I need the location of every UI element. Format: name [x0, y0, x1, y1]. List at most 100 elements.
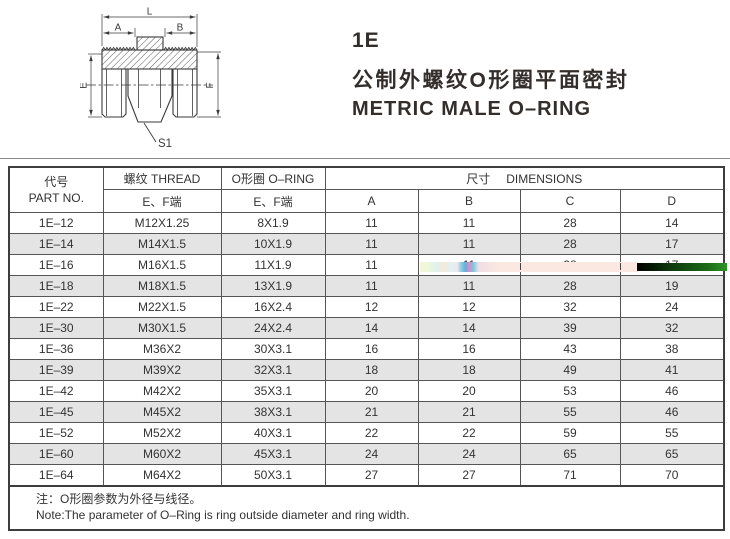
cell-part-no: 1E–60 [9, 443, 104, 465]
cell-oring: 13X1.9 [220, 275, 326, 297]
cell-thread: M30X1.5 [102, 317, 222, 339]
cell-part-no: 1E–30 [9, 317, 104, 339]
cell-thread: M22X1.5 [102, 296, 222, 318]
glitch-border-tick [520, 263, 521, 270]
dim-label-A: A [115, 23, 122, 34]
cell-dim-c: 28 [519, 275, 621, 297]
header-part-no-en: PART NO. [28, 191, 84, 205]
table-row: 1E–39 M39X2 32X3.1 18 18 49 41 [9, 359, 724, 381]
cell-dim-c: 39 [519, 317, 621, 339]
cell-dim-c: 28 [519, 233, 621, 255]
cell-dim-c: 43 [519, 338, 621, 360]
note-box: 注：O形圈参数为外径与线径。 Note:The parameter of O–R… [10, 485, 723, 529]
cell-dim-d: 24 [619, 296, 724, 318]
cell-part-no: 1E–14 [9, 233, 104, 255]
cell-thread: M36X2 [102, 338, 222, 360]
table-row: 1E–52 M52X2 40X3.1 22 22 59 55 [9, 422, 724, 444]
cell-dim-a: 14 [324, 317, 419, 339]
cell-dim-c: 53 [519, 380, 621, 402]
note-line-zh: 注：O形圈参数为外径与线径。 [36, 492, 202, 506]
cell-dim-b: 18 [417, 359, 521, 381]
flange-section [101, 49, 198, 70]
cell-dim-b: 11 [417, 233, 521, 255]
header-dim-d: D [619, 189, 724, 213]
cell-dim-a: 12 [324, 296, 419, 318]
cell-dim-c: 28 [519, 212, 621, 234]
spec-table: 代号 PART NO. 螺纹 THREAD O形圈 O–RING 尺寸 DIMEN… [9, 167, 724, 486]
thread-serration-left [101, 46, 136, 51]
table-row: 1E–30 M30X1.5 24X2.4 14 14 39 32 [9, 317, 724, 339]
cell-dim-d: 65 [619, 443, 724, 465]
header-oring: O形圈 O–RING [220, 167, 326, 190]
cell-oring: 30X3.1 [220, 338, 326, 360]
glitch-artifact-band [420, 262, 638, 272]
cell-dim-b: 11 [417, 212, 521, 234]
cell-dim-a: 27 [324, 464, 419, 486]
cell-dim-d: 55 [619, 422, 724, 444]
cell-oring: 10X1.9 [220, 233, 326, 255]
glitch-border-tick [620, 263, 621, 270]
cell-dim-d: 41 [619, 359, 724, 381]
cell-thread: M42X2 [102, 380, 222, 402]
title-block: 1E 公制外螺纹O形圈平面密封 METRIC MALE O–RING [352, 29, 630, 121]
table-row: 1E–12 M12X1.25 8X1.9 11 11 28 14 [9, 212, 724, 234]
cell-dim-d: 19 [619, 275, 724, 297]
cell-oring: 8X1.9 [220, 212, 326, 234]
cell-dim-a: 22 [324, 422, 419, 444]
table-row: 1E–60 M60X2 45X3.1 24 24 65 65 [9, 443, 724, 465]
stud-right [172, 69, 198, 118]
cell-thread: M12X1.25 [102, 212, 222, 234]
header-dimensions-en: DIMENSIONS [506, 172, 583, 186]
note-line-en: Note:The parameter of O–Ring is ring out… [36, 508, 410, 522]
cell-oring: 32X3.1 [220, 359, 326, 381]
cell-dim-c: 65 [519, 443, 621, 465]
cell-thread: M16X1.5 [102, 254, 222, 276]
cell-dim-a: 11 [324, 275, 419, 297]
dim-label-L: L [147, 7, 153, 18]
cell-dim-d: 32 [619, 317, 724, 339]
cell-oring: 50X3.1 [220, 464, 326, 486]
cell-dim-b: 24 [417, 443, 521, 465]
cell-part-no: 1E–52 [9, 422, 104, 444]
glitch-artifact-green-bar [637, 263, 727, 271]
header-dim-a: A [324, 189, 419, 213]
cell-dim-a: 11 [324, 254, 419, 276]
cell-oring: 11X1.9 [220, 254, 326, 276]
cell-thread: M60X2 [102, 443, 222, 465]
table-row: 1E–36 M36X2 30X3.1 16 16 43 38 [9, 338, 724, 360]
cell-dim-b: 14 [417, 317, 521, 339]
cell-thread: M18X1.5 [102, 275, 222, 297]
cell-dim-b: 22 [417, 422, 521, 444]
cell-dim-b: 12 [417, 296, 521, 318]
series-code: 1E [352, 29, 380, 52]
cell-thread: M39X2 [102, 359, 222, 381]
header-dimensions-zh: 尺寸 [466, 172, 491, 186]
cell-dim-b: 20 [417, 380, 521, 402]
cell-dim-d: 46 [619, 401, 724, 423]
divider-rule [0, 158, 730, 159]
table-row: 1E–45 M45X2 38X3.1 21 21 55 46 [9, 401, 724, 423]
cell-dim-c: 49 [519, 359, 621, 381]
cell-dim-a: 11 [324, 233, 419, 255]
cell-dim-a: 24 [324, 443, 419, 465]
cell-dim-d: 14 [619, 212, 724, 234]
cell-dim-c: 59 [519, 422, 621, 444]
header-thread: 螺纹 THREAD [102, 167, 222, 190]
cell-thread: M52X2 [102, 422, 222, 444]
cell-dim-d: 38 [619, 338, 724, 360]
cell-dim-d: 17 [619, 233, 724, 255]
cell-dim-a: 21 [324, 401, 419, 423]
cell-dim-a: 11 [324, 212, 419, 234]
cell-part-no: 1E–42 [9, 380, 104, 402]
cell-thread: M64X2 [102, 464, 222, 486]
dim-label-E: E [80, 82, 90, 89]
table-row: 1E–14 M14X1.5 10X1.9 11 11 28 17 [9, 233, 724, 255]
header-part-no-zh: 代号 [44, 175, 69, 189]
spec-table-wrap: 代号 PART NO. 螺纹 THREAD O形圈 O–RING 尺寸 DIMEN… [8, 166, 725, 531]
cell-thread: M45X2 [102, 401, 222, 423]
cell-part-no: 1E–45 [9, 401, 104, 423]
header-oring-sub: E、F端 [220, 189, 326, 213]
page-title-zh: 公制外螺纹O形圈平面密封 [352, 69, 630, 92]
cell-dim-b: 11 [417, 275, 521, 297]
cell-part-no: 1E–22 [9, 296, 104, 318]
